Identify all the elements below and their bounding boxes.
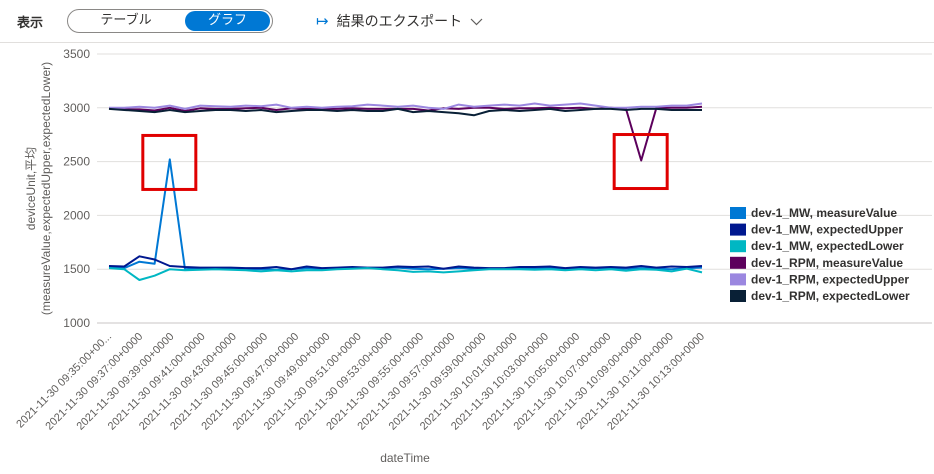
legend-label: dev-1_MW, expectedUpper — [751, 223, 903, 237]
legend-label: dev-1_MW, measureValue — [751, 206, 897, 220]
legend-label: dev-1_RPM, expectedUpper — [751, 272, 909, 286]
export-results-label: 結果のエクスポート — [336, 14, 463, 30]
y-axis-title: (measureValue,expectedUpper,expectedLowe… — [39, 62, 53, 315]
y-tick-label: 2000 — [63, 208, 90, 222]
legend-swatch — [730, 223, 746, 236]
y-tick-label: 3500 — [63, 47, 90, 61]
results-toolbar: 表示 テーブル グラフ ↦ 結果のエクスポート — [0, 0, 934, 43]
series-line-5 — [109, 102, 703, 110]
legend-item[interactable]: dev-1_MW, expectedLower — [730, 239, 904, 253]
view-toggle: テーブル グラフ — [67, 9, 273, 33]
export-results-button[interactable]: ↦ 結果のエクスポート — [316, 11, 483, 31]
legend-swatch — [730, 273, 746, 286]
y-tick-label: 1000 — [63, 316, 90, 330]
series-line-3 — [108, 267, 703, 281]
y-tick-label: 2500 — [63, 155, 90, 169]
view-label: 表示 — [17, 16, 44, 31]
legend-swatch — [730, 240, 746, 253]
legend-item[interactable]: dev-1_RPM, expectedLower — [730, 289, 910, 303]
legend-item[interactable]: dev-1_MW, measureValue — [730, 206, 897, 220]
arrow-to-bar-icon: ↦ — [316, 12, 329, 30]
chevron-down-icon — [470, 18, 483, 25]
legend-swatch — [730, 290, 746, 302]
series-line-6 — [108, 107, 702, 117]
series-line-2 — [108, 255, 703, 271]
legend-label: dev-1_RPM, expectedLower — [751, 289, 910, 303]
tab-table[interactable]: テーブル — [100, 13, 152, 28]
tab-graph[interactable]: グラフ — [185, 11, 270, 31]
anomaly-highlight-box — [612, 133, 669, 191]
legend-label: dev-1_RPM, measureValue — [751, 256, 903, 270]
legend-label: dev-1_MW, expectedLower — [751, 239, 904, 253]
legend-swatch — [730, 256, 746, 269]
y-tick-label: 3000 — [63, 101, 90, 115]
legend-swatch — [730, 207, 746, 219]
y-axis-title: deviceUnit,平均 — [24, 147, 38, 230]
legend-item[interactable]: dev-1_RPM, expectedUpper — [730, 272, 909, 286]
legend-item[interactable]: dev-1_RPM, measureValue — [730, 256, 903, 270]
y-tick-label: 1500 — [63, 262, 90, 276]
x-axis-title: dateTime — [380, 451, 430, 465]
anomaly-highlight-box — [141, 133, 198, 191]
legend-item[interactable]: dev-1_MW, expectedUpper — [730, 223, 903, 237]
